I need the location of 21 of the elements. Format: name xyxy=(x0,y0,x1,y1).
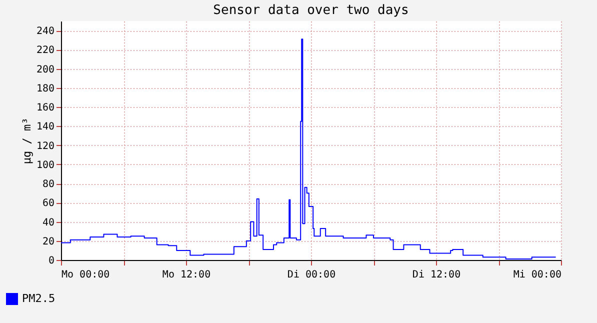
x-tick-label: Di 00:00 xyxy=(287,270,336,280)
x-tick-label: Mo 12:00 xyxy=(162,270,211,280)
x-tick-label: Mi 00:00 xyxy=(513,270,562,280)
y-axis-title: µg / m³ xyxy=(20,118,34,164)
y-tick-label: 220 xyxy=(36,45,54,56)
y-tick-label: 40 xyxy=(42,217,54,228)
y-tick-label: 160 xyxy=(36,102,54,114)
y-tick-label: 0 xyxy=(48,256,54,266)
chart-title: Sensor data over two days xyxy=(213,3,409,18)
y-tick-label: 180 xyxy=(36,83,54,94)
y-tick-label: 200 xyxy=(36,64,54,76)
x-tick-label: Mo 00:00 xyxy=(62,270,110,280)
y-tick-label: 80 xyxy=(42,179,54,190)
legend-label: PM2.5 xyxy=(22,292,56,305)
x-tick-label: Di 12:00 xyxy=(412,270,461,280)
y-tick-label: 20 xyxy=(42,236,54,248)
y-tick-label: 240 xyxy=(36,26,54,38)
y-tick-label: 120 xyxy=(36,140,54,152)
y-tick-label: 100 xyxy=(36,160,54,171)
y-tick-label: 60 xyxy=(42,198,54,210)
y-tick-label: 140 xyxy=(36,122,54,133)
